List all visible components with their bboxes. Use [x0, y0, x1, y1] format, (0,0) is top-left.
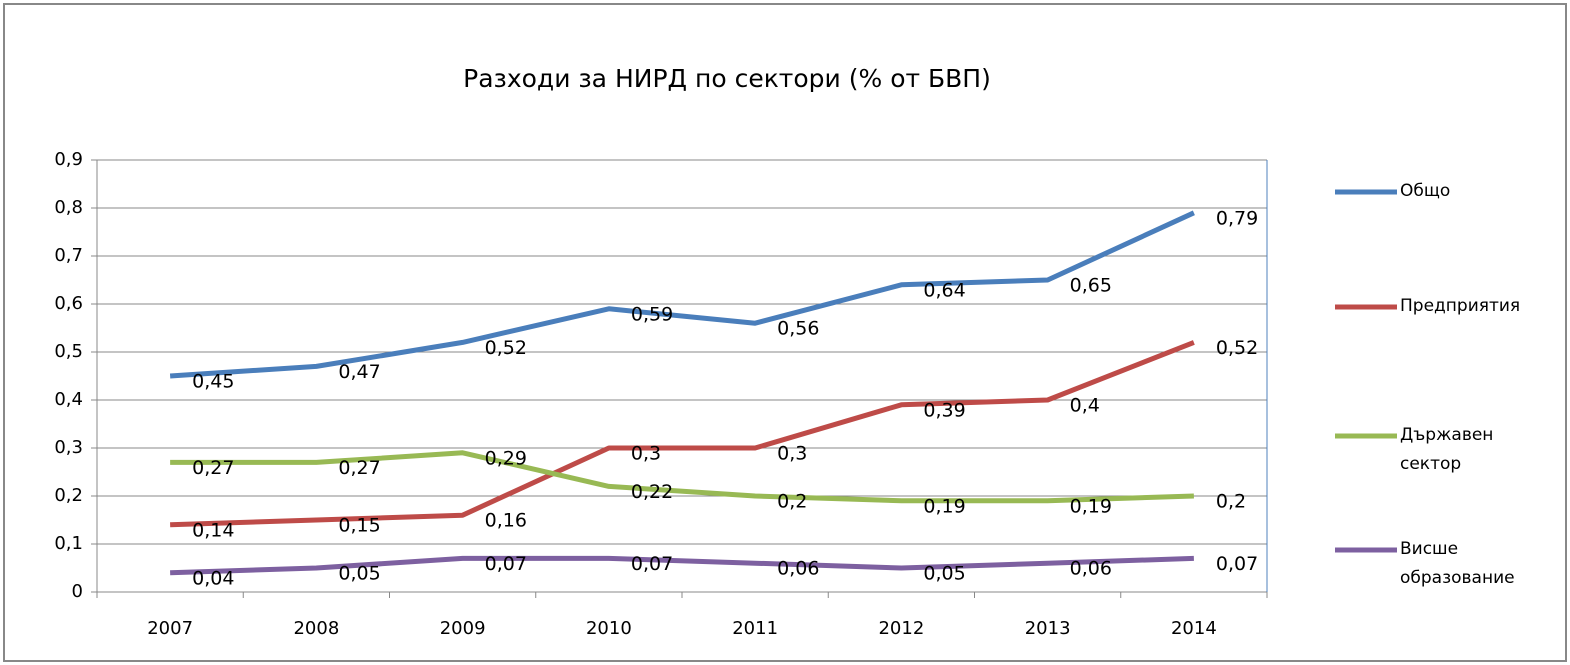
y-tick-label: 0,3: [54, 437, 83, 458]
data-label: 0,19: [1070, 495, 1112, 517]
chart-title: Разходи за НИРД по сектори (% от БВП): [463, 64, 991, 93]
y-tick-label: 0,7: [54, 245, 83, 266]
data-label: 0,19: [923, 495, 965, 517]
y-tick-label: 0,9: [54, 149, 83, 170]
data-label: 0,27: [192, 457, 234, 479]
data-label: 0,07: [1216, 553, 1258, 575]
data-label: 0,64: [923, 279, 965, 301]
data-label: 0,3: [777, 443, 807, 465]
y-tick-label: 0,5: [54, 341, 83, 362]
x-tick-label: 2009: [440, 618, 486, 639]
x-tick-label: 2007: [147, 618, 193, 639]
series-line: [170, 555, 1194, 576]
chart-frame: [3, 3, 1567, 662]
data-label: 0,27: [338, 457, 380, 479]
data-label: 0,39: [923, 399, 965, 421]
data-label: 0,05: [923, 563, 965, 585]
y-tick-label: 0,4: [54, 389, 83, 410]
x-tick-label: 2011: [732, 618, 778, 639]
x-tick-label: 2012: [878, 618, 924, 639]
data-label: 0,45: [192, 371, 234, 393]
data-label: 0,52: [1216, 337, 1258, 359]
x-tick-label: 2014: [1171, 618, 1217, 639]
data-label: 0,22: [631, 481, 673, 503]
data-label: 0,4: [1070, 395, 1100, 417]
data-label: 0,07: [631, 553, 673, 575]
y-tick-label: 0,2: [54, 485, 83, 506]
data-label: 0,65: [1070, 275, 1112, 297]
data-label: 0,04: [192, 567, 234, 589]
series-line: [170, 450, 1194, 504]
x-tick-label: 2008: [293, 618, 339, 639]
data-label: 0,29: [485, 447, 527, 469]
series-line: [170, 340, 1195, 528]
legend-label: Предприятия: [1400, 296, 1521, 316]
data-label: 0,14: [192, 519, 234, 541]
legend-label: Държавен сектор: [1400, 425, 1494, 474]
data-label: 0,3: [631, 443, 661, 465]
data-label: 0,52: [485, 337, 527, 359]
data-label: 0,59: [631, 303, 673, 325]
y-tick-label: 0,8: [54, 197, 83, 218]
series-line: [169, 210, 1195, 379]
data-label: 0,06: [1070, 558, 1112, 580]
data-label: 0,06: [777, 558, 819, 580]
data-label: 0,07: [485, 553, 527, 575]
x-tick-label: 2010: [586, 618, 632, 639]
legend-label: Висше образование: [1400, 539, 1515, 588]
data-label: 0,47: [338, 361, 380, 383]
data-label: 0,15: [338, 515, 380, 537]
data-label: 0,05: [338, 563, 380, 585]
data-label: 0,2: [1216, 491, 1246, 513]
y-tick-label: 0,6: [54, 293, 83, 314]
x-tick-label: 2013: [1025, 618, 1071, 639]
data-label: 0,16: [485, 510, 527, 532]
data-label: 0,2: [777, 491, 807, 513]
data-label: 0,56: [777, 318, 819, 340]
data-label: 0,79: [1216, 207, 1258, 229]
y-tick-label: 0: [72, 581, 83, 602]
y-tick-label: 0,1: [54, 533, 83, 554]
legend-label: Общо: [1400, 181, 1451, 201]
